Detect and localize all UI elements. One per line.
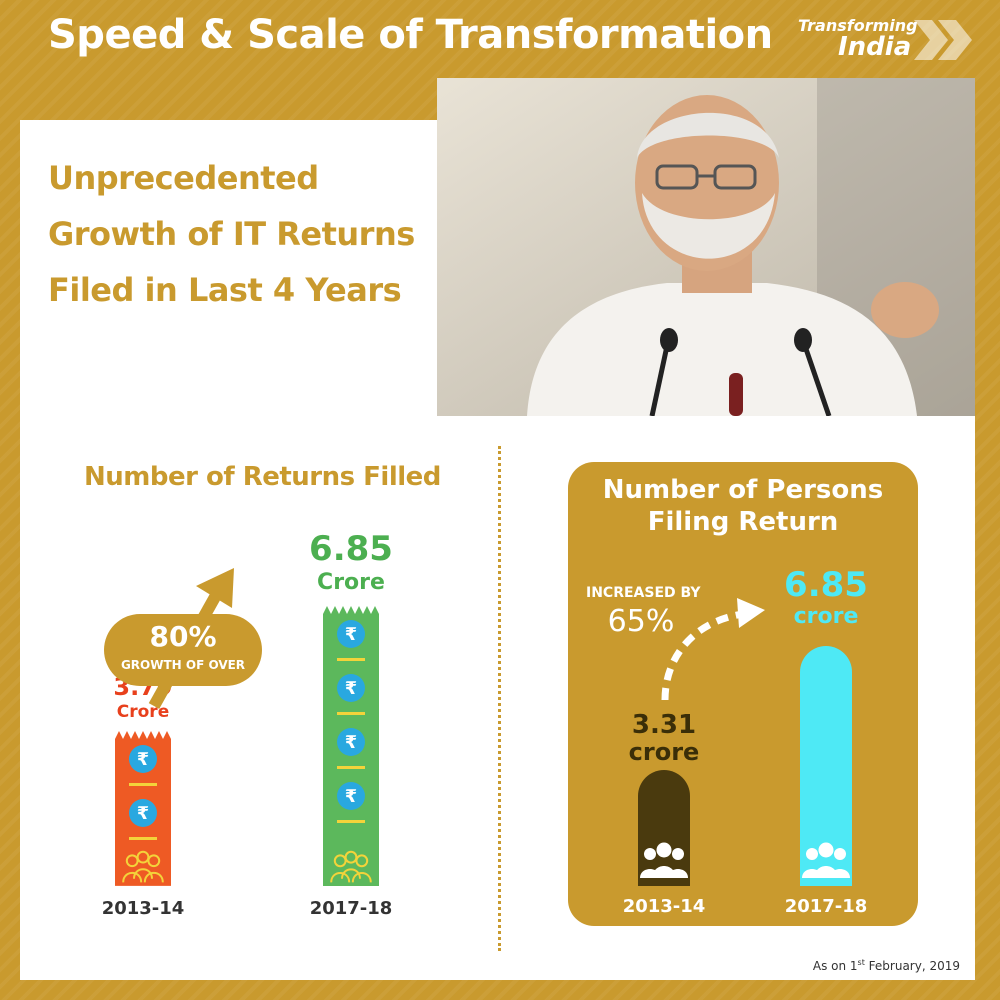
rupee-coin-icon: ₹	[337, 782, 365, 810]
footnote-suffix: February, 2019	[864, 959, 960, 973]
right-title-line1: Number of Persons	[602, 475, 884, 505]
footnote-prefix: As on 1	[812, 959, 858, 973]
persons-unit-2017-18: crore	[793, 604, 859, 629]
persons-value-2013-14: 3.31	[631, 710, 697, 741]
returns-bar-2013-14: ₹₹	[115, 731, 171, 886]
returns-value-2017-18: 6.85	[309, 529, 393, 569]
increase-arrow-icon	[661, 598, 765, 701]
persons-year-2013-14: 2013-14	[622, 896, 706, 917]
returns-bar-2017-18: ₹ ₹ ₹ ₹	[323, 606, 379, 886]
brand-line2: India	[838, 32, 912, 62]
svg-text:₹: ₹	[345, 733, 357, 753]
svg-text:₹: ₹	[345, 679, 357, 699]
increase-percent: 65%	[607, 604, 675, 639]
left-chart-title: Number of Returns Filled	[84, 462, 441, 492]
headline: Unprecedented Growth of IT Returns Filed…	[48, 150, 438, 318]
brand-logo: Transforming India	[798, 16, 988, 66]
svg-text:₹: ₹	[345, 787, 357, 807]
page-title: Speed & Scale of Transformation	[48, 12, 773, 58]
svg-text:₹: ₹	[345, 625, 357, 645]
increase-label: INCREASED BY	[586, 585, 701, 601]
returns-unit-2017-18: Crore	[317, 570, 385, 595]
rupee-coin-icon: ₹	[337, 620, 365, 648]
people-icon	[122, 850, 164, 883]
persons-year-2017-18: 2017-18	[784, 896, 868, 917]
footnote-sup: st	[857, 958, 865, 967]
footnote: As on 1st February, 2019	[813, 958, 960, 973]
persons-card: Number of Persons Filing Return	[568, 462, 918, 926]
headline-line-3: Filed in Last 4 Years	[48, 271, 402, 309]
svg-text:₹: ₹	[137, 804, 149, 824]
double-chevron-icon	[914, 20, 972, 60]
people-group-icon	[640, 842, 688, 878]
growth-percent: 80%	[149, 620, 217, 653]
people-group-icon	[802, 842, 850, 878]
headline-line-1: Unprecedented	[48, 159, 319, 197]
right-title-line2: Filing Return	[647, 507, 839, 537]
rupee-coin-icon: ₹	[129, 745, 157, 774]
right-chart-title: Number of Persons Filing Return	[568, 474, 918, 538]
returns-year-2017-18: 2017-18	[309, 898, 393, 919]
people-icon	[330, 850, 372, 883]
headline-line-2: Growth of IT Returns	[48, 215, 415, 253]
rupee-coin-icon: ₹	[129, 799, 157, 828]
persons-bar-2013-14	[638, 770, 690, 886]
persons-value-2017-18: 6.85	[784, 565, 868, 605]
rupee-coin-icon: ₹	[337, 728, 365, 756]
svg-text:₹: ₹	[137, 750, 149, 770]
growth-badge: 80% GROWTH OF OVER	[104, 614, 262, 686]
returns-year-2013-14: 2013-14	[101, 898, 185, 919]
brand-line1: Transforming	[798, 16, 918, 35]
speaker-photo	[437, 78, 975, 416]
section-divider	[498, 446, 501, 951]
speaker-illustration	[437, 78, 975, 416]
persons-unit-2013-14: crore	[628, 738, 700, 767]
growth-text: GROWTH OF OVER	[120, 658, 246, 672]
persons-bar-2017-18	[800, 646, 852, 886]
rupee-coin-icon: ₹	[337, 674, 365, 702]
